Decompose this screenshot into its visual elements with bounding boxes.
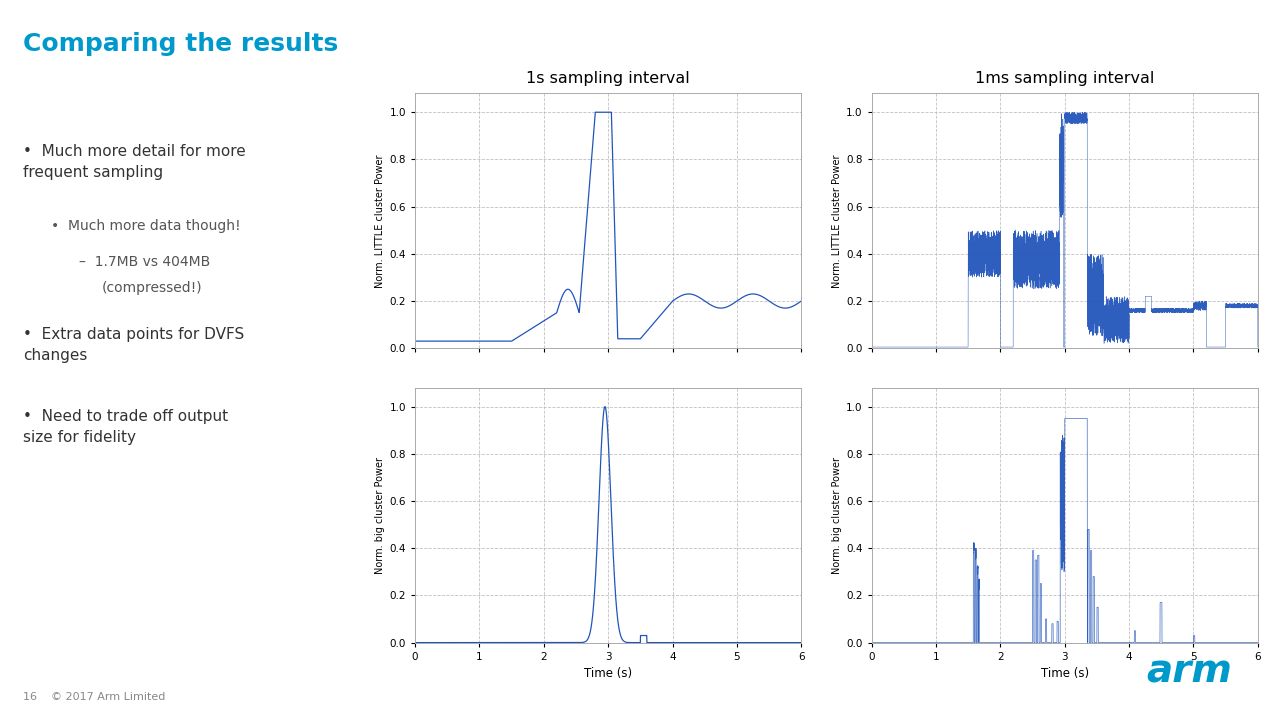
- Text: •  Need to trade off output
size for fidelity: • Need to trade off output size for fide…: [23, 409, 229, 445]
- Y-axis label: Norm. LITTLE cluster Power: Norm. LITTLE cluster Power: [375, 154, 386, 287]
- Text: arm: arm: [1147, 653, 1232, 691]
- Text: •  Extra data points for DVFS
changes: • Extra data points for DVFS changes: [23, 327, 244, 363]
- Text: •  Much more detail for more
frequent sampling: • Much more detail for more frequent sam…: [23, 144, 245, 180]
- Text: 16    © 2017 Arm Limited: 16 © 2017 Arm Limited: [23, 692, 165, 702]
- X-axis label: Time (s): Time (s): [584, 667, 632, 680]
- Y-axis label: Norm. LITTLE cluster Power: Norm. LITTLE cluster Power: [831, 154, 842, 287]
- Text: •  Much more data though!: • Much more data though!: [51, 219, 240, 233]
- Text: 1ms sampling interval: 1ms sampling interval: [976, 71, 1154, 86]
- Y-axis label: Norm. big cluster Power: Norm. big cluster Power: [375, 457, 386, 574]
- X-axis label: Time (s): Time (s): [1041, 667, 1089, 680]
- Text: 1s sampling interval: 1s sampling interval: [526, 71, 690, 86]
- Text: –  1.7MB vs 404MB: – 1.7MB vs 404MB: [79, 255, 211, 269]
- Text: (compressed!): (compressed!): [102, 281, 203, 295]
- Y-axis label: Norm. big cluster Power: Norm. big cluster Power: [831, 457, 842, 574]
- Text: Comparing the results: Comparing the results: [23, 32, 338, 56]
